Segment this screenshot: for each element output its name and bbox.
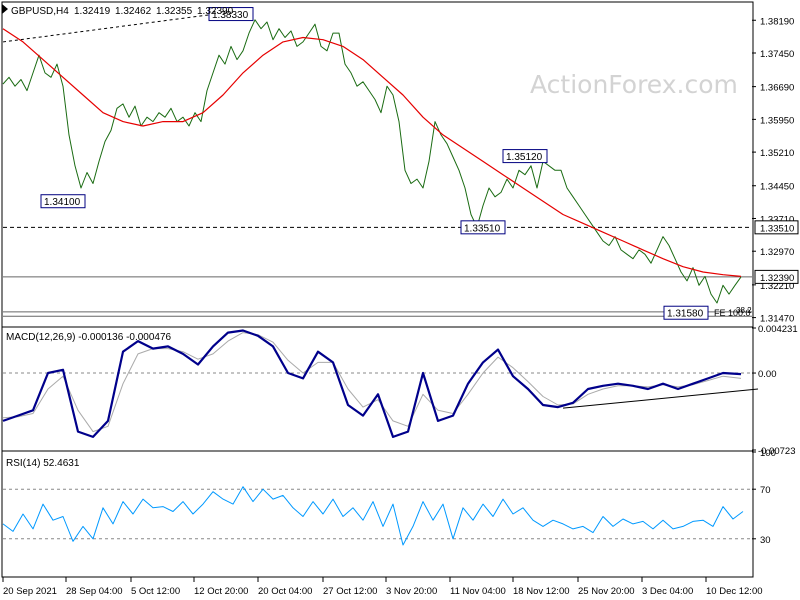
moving-average-line (2, 28, 742, 277)
price-tick-label-7: 1.32970 (760, 247, 794, 258)
level-label-text-4: 1.31580 (667, 309, 704, 320)
rsi-tick-label-1: 70 (760, 485, 771, 496)
price-line (2, 19, 742, 304)
macd-main-line (2, 329, 742, 438)
price-tick-label-5: 1.34450 (760, 182, 794, 193)
price-tick-label-2: 1.36690 (760, 83, 794, 94)
x-tick-label-1: 28 Sep 04:00 (66, 586, 123, 597)
price-tick-label-8: 1.32210 (760, 281, 794, 292)
x-tick-label-5: 27 Oct 12:00 (323, 586, 377, 597)
macd-tick-label-0: 0.004231 (758, 324, 798, 335)
level-label-text-1: 1.34100 (44, 197, 81, 208)
price-y-axis: 1.38190 1.37450 1.36690 1.35950 1.35210 1.344… (752, 16, 799, 325)
x-tick-label-8: 18 Nov 12:00 (513, 586, 570, 597)
price-tick-label-9: 1.31470 (760, 314, 794, 325)
level-label-text-2: 1.35120 (506, 152, 543, 163)
price-panel-frame (1, 1, 754, 328)
rsi-series (2, 486, 744, 546)
price-horizontal-levels (2, 13, 752, 317)
x-tick-label-4: 20 Oct 04:00 (258, 586, 312, 597)
macd-trendline (562, 388, 759, 409)
level-label-box-2 (502, 149, 548, 164)
rsi-y-axis: 100 70 30 (752, 448, 776, 546)
fibo-label: FE 100.0 (714, 308, 751, 318)
macd-y-axis: 0.004231 0.00 -0.00723 (752, 324, 798, 457)
time-axis: 20 Sep 2021 28 Sep 04:00 5 Oct 12:00 12 Oct… (2, 577, 763, 597)
price-tick-label-0: 1.38190 (760, 16, 794, 27)
x-tick-label-10: 3 Dec 04:00 (642, 586, 693, 597)
level-label-box-4 (663, 305, 709, 320)
macd-tick-label-1: 0.00 (758, 369, 777, 380)
price-tick-label-3: 1.35950 (760, 115, 794, 126)
price-axis-highlight-box-0 (754, 220, 799, 235)
level-label-text-3: 1.33510 (464, 223, 501, 234)
price-tick-label-6: 1.33710 (760, 214, 794, 225)
x-tick-label-11: 10 Dec 12:00 (706, 586, 763, 597)
rsi-line (2, 486, 744, 546)
level-label-box-1 (40, 194, 86, 209)
level-label-box-3 (460, 220, 506, 235)
rsi-tick-label-0: 100 (760, 448, 776, 459)
level-labels: 1.38330 1.34100 1.35120 1.33510 1.31580 (40, 7, 709, 320)
x-tick-label-9: 25 Nov 20:00 (578, 586, 635, 597)
price-axis-highlight-text-0: 1.33510 (760, 223, 794, 234)
price-axis-highlight-box-1 (754, 269, 799, 284)
x-tick-label-6: 3 Nov 20:00 (386, 586, 437, 597)
x-tick-label-7: 11 Nov 04:00 (450, 586, 506, 597)
price-axis-highlight-text-1: 1.32390 (760, 273, 794, 284)
price-tick-label-4: 1.35210 (760, 148, 794, 159)
close-value: 1.32390 (197, 6, 234, 17)
x-tick-label-0: 20 Sep 2021 (3, 586, 57, 597)
macd-title: MACD(12,26,9) -0.000136 -0.000476 (6, 332, 172, 343)
header-expand-icon[interactable] (2, 4, 8, 14)
fibo-annotation: 38.2 FE 100.0 (714, 306, 752, 318)
price-header: GBPUSD,H4 1.32419 1.32462 1.32355 1.3239… (11, 6, 234, 17)
macd-series (2, 329, 759, 438)
level-label-box-0 (208, 7, 254, 22)
x-tick-label-3: 12 Oct 20:00 (194, 586, 248, 597)
price-tick-label-1: 1.37450 (760, 49, 794, 60)
macd-signal-line (2, 332, 742, 433)
rsi-panel-frame (1, 450, 754, 578)
fibo-small-label: 38.2 (736, 306, 752, 315)
low-value: 1.32355 (156, 6, 193, 17)
x-tick-label-2: 5 Oct 12:00 (131, 586, 180, 597)
macd-tick-label-2: -0.00723 (758, 446, 796, 457)
level-label-text-0: 1.38330 (212, 10, 249, 21)
rsi-title: RSI(14) 52.4631 (6, 458, 80, 469)
high-value: 1.32462 (115, 6, 152, 17)
trend-line (2, 13, 216, 43)
price-series (2, 19, 742, 304)
symbol-label: GBPUSD,H4 (11, 6, 69, 17)
open-value: 1.32419 (74, 6, 111, 17)
watermark: ActionForex.com (530, 70, 738, 99)
rsi-tick-label-2: 30 (760, 535, 771, 546)
rsi-levels (3, 488, 752, 540)
